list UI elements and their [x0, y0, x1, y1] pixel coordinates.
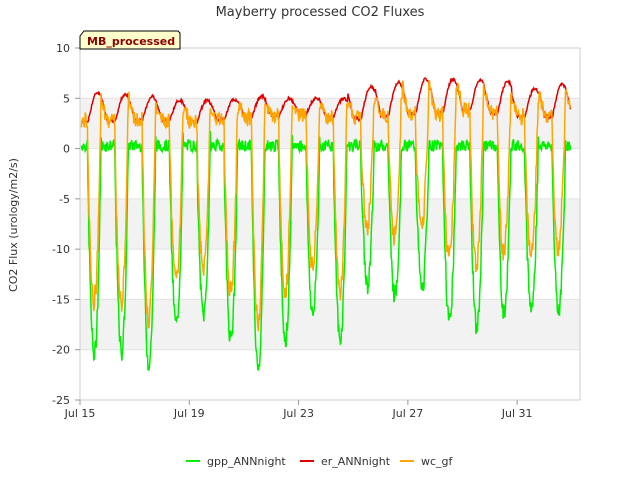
plot-frame [79, 47, 581, 401]
legend-label: er_ANNnight [321, 455, 391, 468]
badge-box [79, 30, 181, 50]
series-lines [80, 76, 572, 371]
y-tick-label: -15 [52, 293, 70, 306]
y-axis: -25 -20 -15 -10 -5 0 5 10 [52, 42, 80, 407]
grid-band [80, 48, 580, 99]
grid-band [80, 249, 580, 300]
legend-label: gpp_ANNnight [207, 455, 286, 468]
x-axis: Jul 15 Jul 19 Jul 23 Jul 27 Jul 31 [64, 400, 533, 420]
y-tick-label: -20 [52, 344, 70, 357]
y-tick-label: 0 [63, 143, 70, 156]
y-tick-label: 10 [56, 42, 70, 55]
badge-label: MB_processed [87, 35, 175, 48]
grid-band [80, 299, 580, 350]
grid-band [80, 198, 580, 250]
legend: gpp_ANNnight er_ANNnight wc_gf [186, 455, 454, 468]
y-axis-label: CO2 Flux (urology/m2/s) [7, 158, 20, 292]
y-tick-label: 5 [63, 92, 70, 105]
x-tick-label: Jul 23 [282, 407, 314, 420]
y-tick-label: -25 [52, 394, 70, 407]
y-tick-label: -5 [59, 193, 70, 206]
series-line-gpp-annnight [80, 130, 572, 371]
grid-band [80, 349, 580, 400]
grid-band [80, 148, 580, 199]
chart-title: Mayberry processed CO2 Fluxes [216, 5, 425, 20]
x-tick-label: Jul 27 [391, 407, 423, 420]
grid-bands [80, 48, 580, 400]
series-line-wc-gf [80, 79, 572, 332]
y-tick-label: -10 [52, 243, 70, 256]
legend-label: wc_gf [421, 455, 454, 468]
x-tick-label: Jul 31 [501, 407, 533, 420]
plot-badge: MB_processed [79, 30, 181, 50]
x-tick-label: Jul 19 [173, 407, 205, 420]
x-tick-label: Jul 15 [64, 407, 96, 420]
